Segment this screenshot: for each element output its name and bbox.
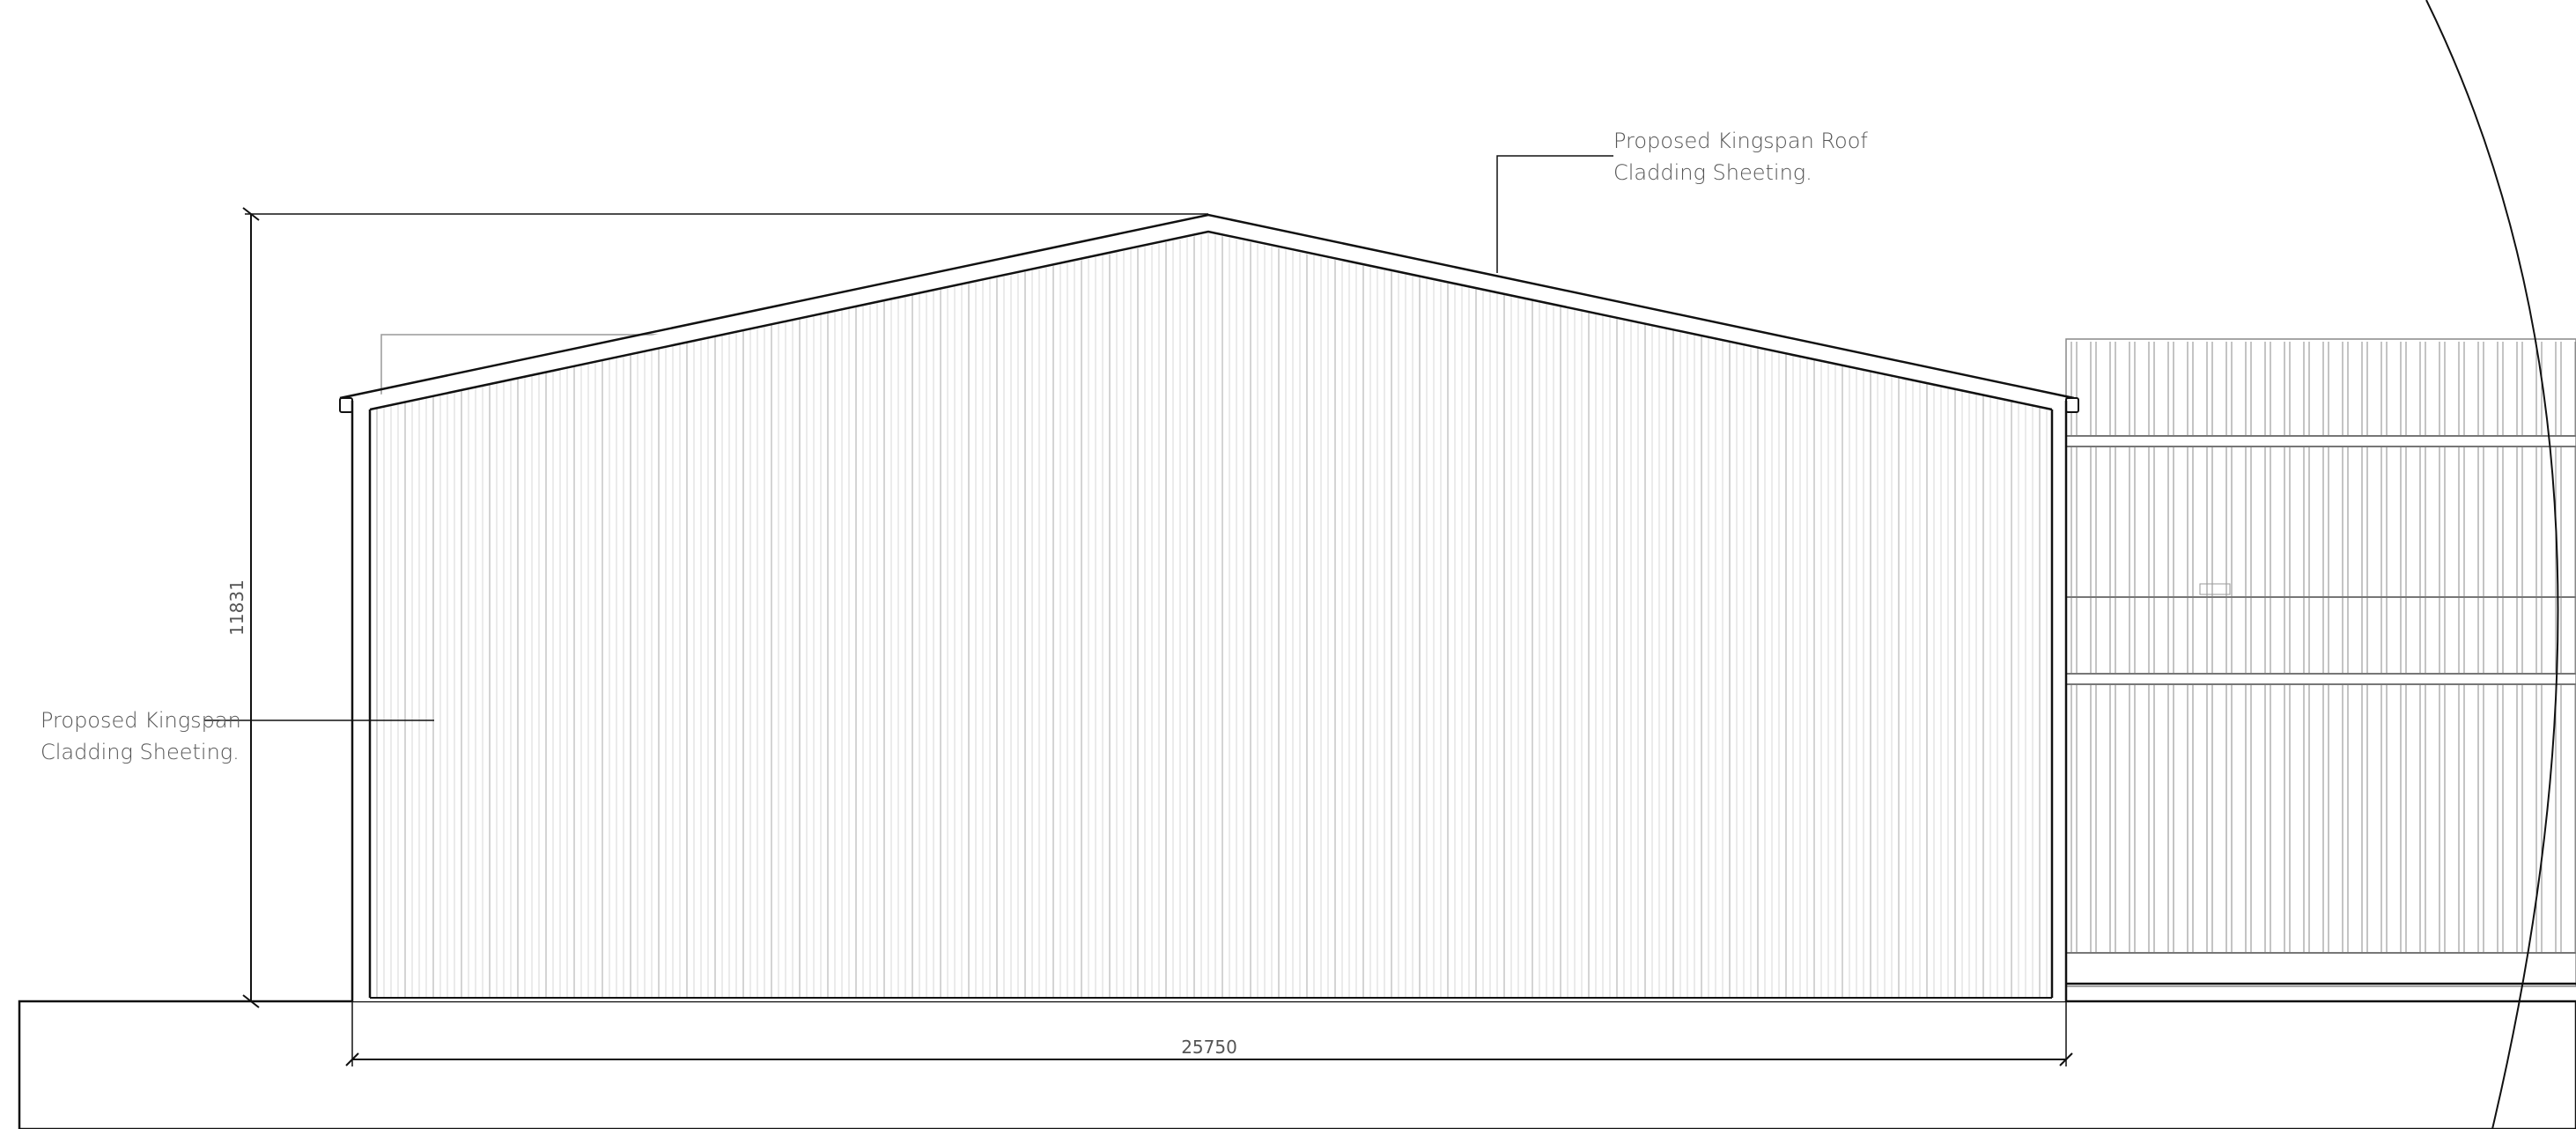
width-dimension-label: 25750: [1181, 1037, 1237, 1058]
roof-cladding-label-line2: Cladding Sheeting.: [1613, 160, 1812, 185]
adjacent-building: [2065, 338, 2576, 987]
height-dimension-label: 11831: [226, 579, 247, 636]
roof-cladding-annotation: Proposed Kingspan Roof Cladding Sheeting…: [1496, 129, 1868, 273]
width-dimension: 25750: [345, 1001, 2073, 1066]
adjacent-building-panels: [2070, 342, 2576, 953]
roof-inner-line: [369, 230, 2053, 411]
roof-outer-line: [339, 213, 2075, 400]
height-tick-top: [242, 207, 260, 221]
wall-cladding-label-line2: Cladding Sheeting.: [41, 740, 240, 764]
adjacent-vent: [2199, 583, 2231, 595]
width-tick-left: [345, 1052, 359, 1066]
roof-cladding-label-line1: Proposed Kingspan Roof: [1613, 129, 1868, 153]
height-dimension: 11831: [226, 207, 1208, 1008]
width-tick-right: [2059, 1052, 2073, 1066]
roof-cladding-leader: [1496, 155, 1613, 273]
site-boundary-arc: [2425, 0, 2559, 1129]
ground-slab: [18, 1000, 2576, 1129]
height-tick-bottom: [242, 994, 260, 1008]
shed-wall-mask: [352, 214, 2066, 1001]
gutter-right: [2065, 397, 2079, 413]
wall-cladding-label-line1: Proposed Kingspan: [41, 708, 241, 733]
wall-cladding-annotation: Proposed Kingspan Cladding Sheeting.: [41, 708, 434, 764]
gutter-left: [339, 397, 353, 413]
